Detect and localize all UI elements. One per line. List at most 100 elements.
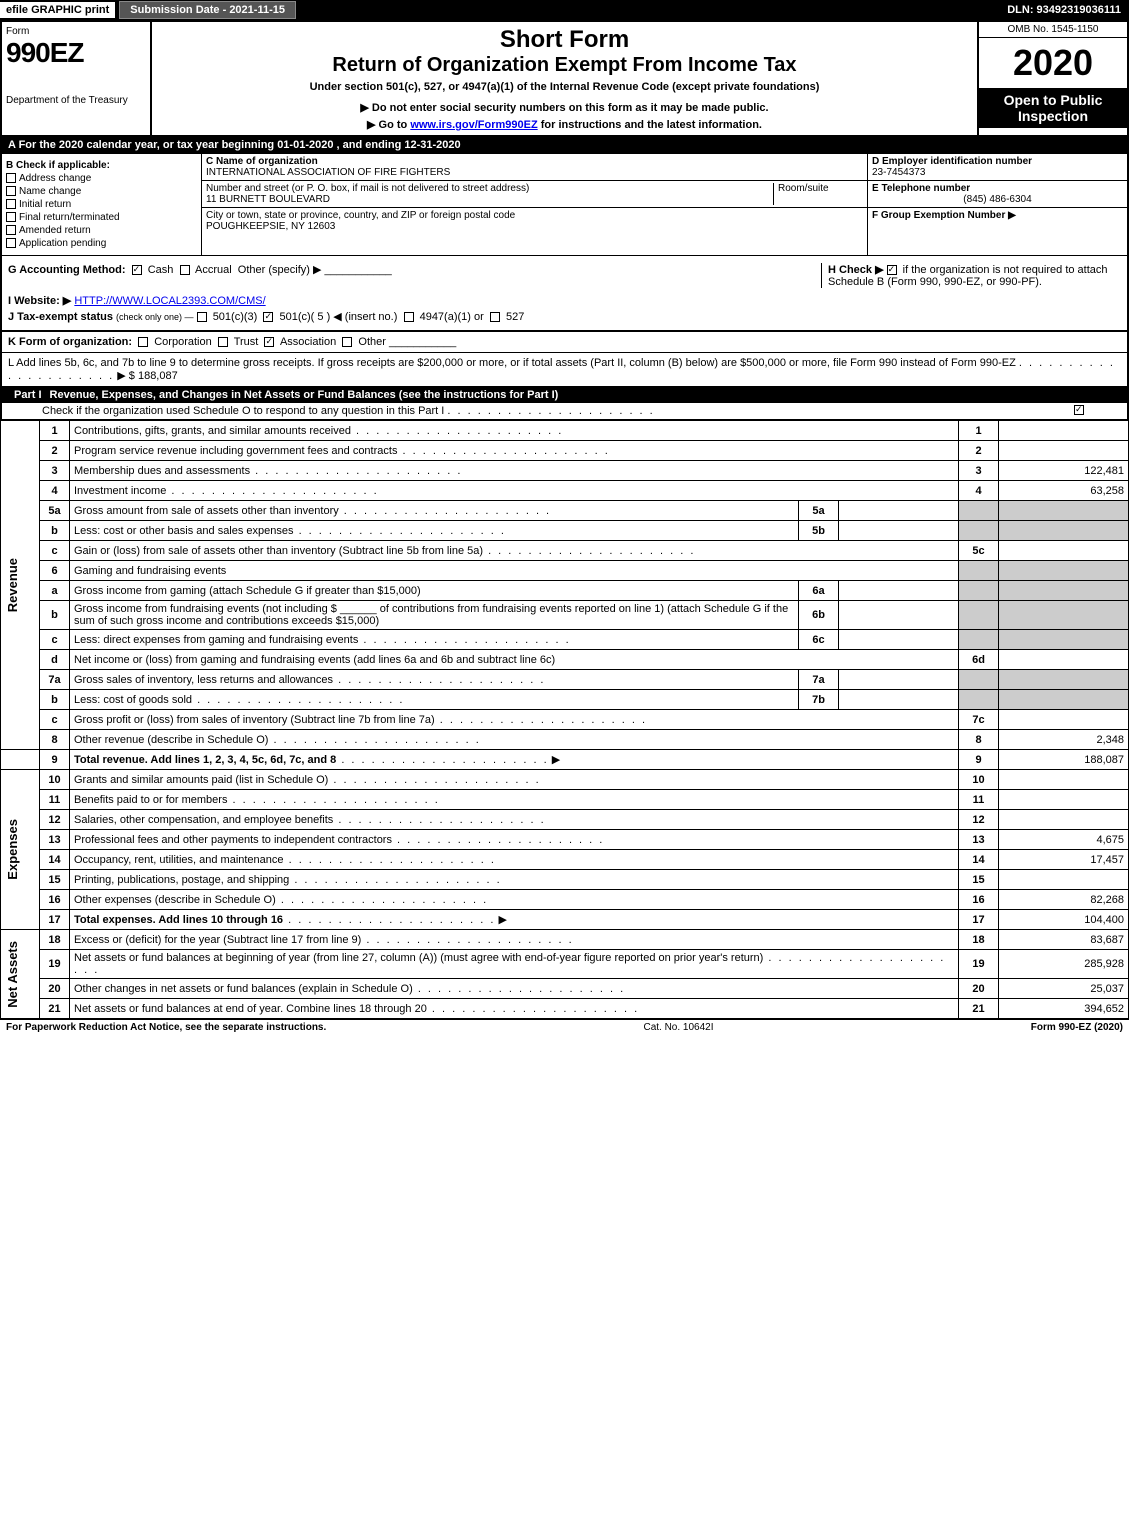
website-link[interactable]: HTTP://WWW.LOCAL2393.COM/CMS/: [74, 295, 265, 307]
chk-501c3[interactable]: [197, 312, 207, 322]
chk-trust[interactable]: [218, 337, 228, 347]
table-row: 19Net assets or fund balances at beginni…: [1, 950, 1129, 979]
l-val: 188,087: [138, 370, 178, 382]
j-note: (check only one) —: [116, 312, 194, 322]
lbl-cash: Cash: [148, 264, 174, 276]
chk-accrual[interactable]: [180, 265, 190, 275]
city: POUGHKEEPSIE, NY 12603: [206, 221, 335, 232]
table-row: 14Occupancy, rent, utilities, and mainte…: [1, 850, 1129, 870]
chk-pending[interactable]: [6, 238, 16, 248]
submission-date: Submission Date - 2021-11-15: [119, 1, 296, 19]
goto-pre: ▶ Go to: [367, 119, 410, 131]
lbl-527: 527: [506, 311, 524, 323]
table-row: 21Net assets or fund balances at end of …: [1, 999, 1129, 1019]
lbl-initial: Initial return: [19, 199, 71, 210]
j-lbl: J Tax-exempt status: [8, 311, 113, 323]
chk-address[interactable]: [6, 173, 16, 183]
lbl-assoc: Association: [280, 336, 336, 348]
chk-initial[interactable]: [6, 199, 16, 209]
box-b: B Check if applicable: Address change Na…: [2, 154, 202, 255]
side-revenue: Revenue: [5, 558, 20, 612]
header-left: Form 990EZ Department of the Treasury: [2, 22, 152, 135]
footer-left: For Paperwork Reduction Act Notice, see …: [6, 1022, 326, 1033]
chk-other-org[interactable]: [342, 337, 352, 347]
table-row: Net Assets 18Excess or (deficit) for the…: [1, 930, 1129, 950]
table-row: aGross income from gaming (attach Schedu…: [1, 581, 1129, 601]
efile-label: efile GRAPHIC print: [0, 2, 115, 18]
footer: For Paperwork Reduction Act Notice, see …: [0, 1019, 1129, 1035]
h-lbl: H Check ▶: [828, 264, 884, 276]
tax-year: 2020: [979, 38, 1127, 88]
table-row: 17Total expenses. Add lines 10 through 1…: [1, 910, 1129, 930]
lines-table: Revenue 1 Contributions, gifts, grants, …: [0, 420, 1129, 1019]
lbl-501c3: 501(c)(3): [213, 311, 258, 323]
e-lbl: E Telephone number: [872, 183, 970, 194]
c-name-lbl: C Name of organization: [206, 156, 318, 167]
lbl-pending: Application pending: [19, 238, 106, 249]
footer-mid: Cat. No. 10642I: [326, 1022, 1030, 1033]
under-section: Under section 501(c), 527, or 4947(a)(1)…: [160, 81, 969, 93]
l-txt: L Add lines 5b, 6c, and 7b to line 9 to …: [8, 357, 1016, 369]
chk-name[interactable]: [6, 186, 16, 196]
phone: (845) 486-6304: [872, 194, 1123, 205]
chk-4947[interactable]: [404, 312, 414, 322]
tax-year-row: A For the 2020 calendar year, or tax yea…: [0, 137, 1129, 154]
table-row: 13Professional fees and other payments t…: [1, 830, 1129, 850]
chk-501c[interactable]: [263, 312, 273, 322]
footer-right: Form 990-EZ (2020): [1031, 1022, 1123, 1033]
header-right: OMB No. 1545-1150 2020 Open to Public In…: [977, 22, 1127, 135]
table-row: 4Investment income463,258: [1, 481, 1129, 501]
table-row: bGross income from fundraising events (n…: [1, 601, 1129, 630]
lbl-4947: 4947(a)(1) or: [420, 311, 484, 323]
lbl-final: Final return/terminated: [19, 212, 120, 223]
lbl-corp: Corporation: [154, 336, 211, 348]
top-bar: efile GRAPHIC print Submission Date - 20…: [0, 0, 1129, 20]
street: 11 BURNETT BOULEVARD: [206, 194, 330, 205]
table-row: bLess: cost of goods sold7b: [1, 690, 1129, 710]
open-inspection: Open to Public Inspection: [979, 88, 1127, 128]
table-row: 7aGross sales of inventory, less returns…: [1, 670, 1129, 690]
chk-schedule-o[interactable]: [1074, 405, 1084, 415]
box-l: L Add lines 5b, 6c, and 7b to line 9 to …: [0, 353, 1129, 387]
chk-assoc[interactable]: [264, 337, 274, 347]
room-lbl: Room/suite: [778, 183, 829, 194]
dln: DLN: 93492319036111: [1007, 4, 1129, 16]
lbl-accrual: Accrual: [195, 264, 232, 276]
chk-amended[interactable]: [6, 225, 16, 235]
d-lbl: D Employer identification number: [872, 156, 1032, 167]
i-lbl: I Website: ▶: [8, 295, 71, 307]
header-mid: Short Form Return of Organization Exempt…: [152, 22, 977, 135]
goto-link[interactable]: www.irs.gov/Form990EZ: [410, 119, 537, 131]
chk-corp[interactable]: [138, 337, 148, 347]
chk-h[interactable]: [887, 265, 897, 275]
box-k: K Form of organization: Corporation Trus…: [0, 331, 1129, 353]
goto-line: ▶ Go to www.irs.gov/Form990EZ for instru…: [160, 118, 969, 131]
chk-cash[interactable]: [132, 265, 142, 275]
table-row: cLess: direct expenses from gaming and f…: [1, 630, 1129, 650]
f-lbl: F Group Exemption Number ▶: [872, 210, 1016, 221]
table-row: 11Benefits paid to or for members11: [1, 790, 1129, 810]
ssn-warning: ▶ Do not enter social security numbers o…: [160, 101, 969, 114]
table-row: 5aGross amount from sale of assets other…: [1, 501, 1129, 521]
table-row: 8Other revenue (describe in Schedule O)8…: [1, 730, 1129, 750]
table-row: 15Printing, publications, postage, and s…: [1, 870, 1129, 890]
side-netassets: Net Assets: [5, 941, 20, 1008]
table-row: 9Total revenue. Add lines 1, 2, 3, 4, 5c…: [1, 750, 1129, 770]
side-expenses: Expenses: [5, 819, 20, 880]
lbl-other-method: Other (specify) ▶: [238, 264, 322, 276]
table-row: 12Salaries, other compensation, and empl…: [1, 810, 1129, 830]
chk-final[interactable]: [6, 212, 16, 222]
chk-527[interactable]: [490, 312, 500, 322]
table-row: 16Other expenses (describe in Schedule O…: [1, 890, 1129, 910]
omb-number: OMB No. 1545-1150: [979, 22, 1127, 38]
table-row: cGross profit or (loss) from sales of in…: [1, 710, 1129, 730]
boxes-def: D Employer identification number 23-7454…: [867, 154, 1127, 255]
goto-post: for instructions and the latest informat…: [538, 119, 762, 131]
org-name: INTERNATIONAL ASSOCIATION OF FIRE FIGHTE…: [206, 167, 450, 178]
part1-title: Revenue, Expenses, and Changes in Net As…: [50, 389, 1123, 401]
form-header: Form 990EZ Department of the Treasury Sh…: [0, 20, 1129, 137]
department: Department of the Treasury: [6, 95, 146, 106]
part1-check-row: Check if the organization used Schedule …: [0, 403, 1129, 420]
ein: 23-7454373: [872, 167, 925, 178]
return-title: Return of Organization Exempt From Incom…: [160, 54, 969, 77]
